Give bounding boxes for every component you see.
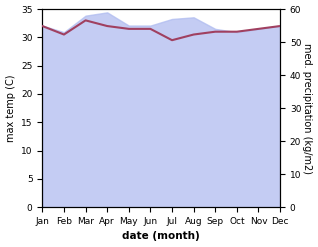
X-axis label: date (month): date (month) bbox=[122, 231, 200, 242]
Y-axis label: max temp (C): max temp (C) bbox=[5, 74, 16, 142]
Y-axis label: med. precipitation (kg/m2): med. precipitation (kg/m2) bbox=[302, 43, 313, 174]
